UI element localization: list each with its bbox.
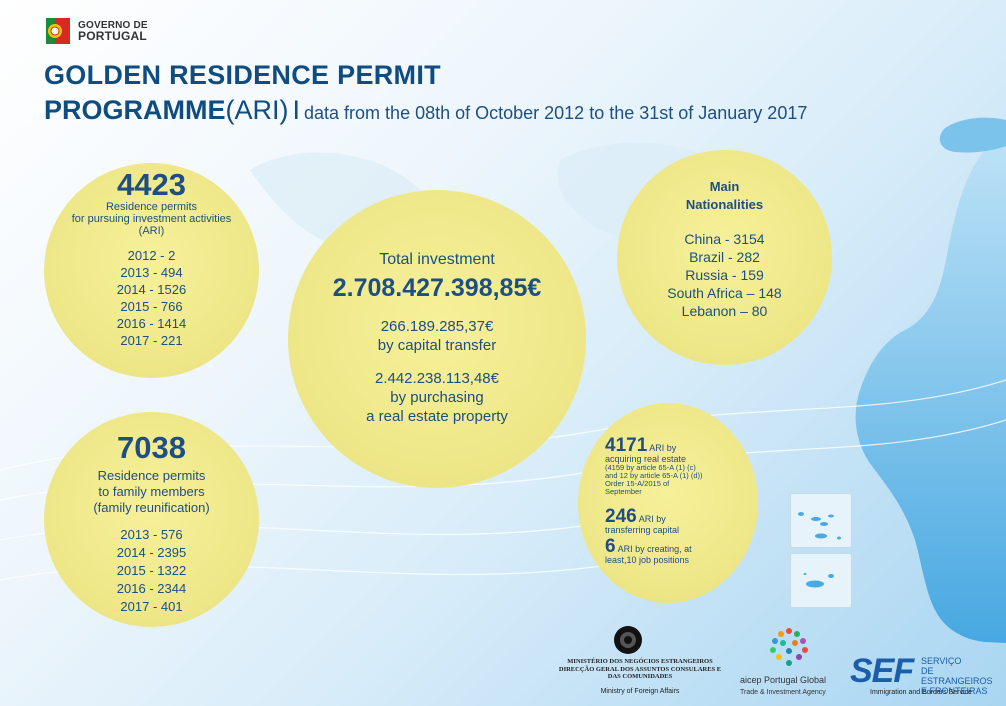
aicep-subtitle: Trade & Investment Agency: [740, 689, 826, 696]
mne-line-1: MINISTÉRIO DOS NEGÓCIOS ESTRANGEIROS: [567, 658, 713, 665]
family-permits-labels: Residence permits to family members (fam…: [44, 468, 259, 516]
list-item: Russia - 159: [685, 267, 764, 283]
realestate-label-1: by purchasing: [390, 389, 484, 406]
list-item: China - 3154: [684, 231, 765, 247]
capital-count: 246: [605, 506, 637, 527]
family-permits-label-1: Residence permits: [97, 468, 206, 483]
realestate-label-2: a real estate property: [366, 408, 508, 425]
sef-logo-text: SEF: [850, 652, 914, 690]
investment-permits-label-1: Residence permits: [105, 201, 198, 213]
government-logo: GOVERNO DE PORTUGAL: [44, 16, 148, 46]
list-item: Brazil - 282: [689, 249, 760, 265]
list-item: 2017 - 221: [120, 333, 183, 348]
mne-emblem-icon: [614, 626, 642, 654]
capital-block: 246 ARI by transferring capital: [605, 507, 740, 535]
nationalities-circle: Main Nationalities China - 3154 Brazil -…: [617, 150, 832, 365]
nationalities-title-2: Nationalities: [685, 197, 764, 212]
portugal-emblem-icon: [46, 18, 70, 44]
title-period: data from the 08th of October 2012 to th…: [304, 103, 808, 123]
investment-permits-years: 2012 - 2 2013 - 494 2014 - 1526 2015 - 7…: [44, 247, 259, 349]
nationalities-list: China - 3154 Brazil - 282 Russia - 159 S…: [617, 230, 832, 320]
sef-line-2: DE ESTRANGEIROS: [921, 666, 993, 686]
total-investment-label: Total investment: [379, 251, 495, 268]
breakdown-circle: 4171 ARI by acquiring real estate (4159 …: [578, 403, 758, 603]
capital-transfer-value: 266.189.285,37€: [380, 318, 494, 335]
jobs-suffix: ARI by creating, at: [617, 544, 692, 554]
realestate-note-1: (4159 by article 65-A (1) (c): [605, 463, 696, 472]
list-item: Lebanon – 80: [681, 303, 768, 319]
realestate-value: 2.442.238.113,48€: [374, 370, 499, 387]
capital-line-1: transferring capital: [605, 525, 680, 535]
total-investment-value: 2.708.427.398,85€: [332, 274, 542, 302]
realestate-line-1: acquiring real estate: [605, 454, 687, 464]
page-title-line-1: GOLDEN RESIDENCE PERMIT: [44, 60, 441, 90]
list-item: 2014 - 1526: [116, 282, 187, 297]
family-permits-circle: 7038 Residence permits to family members…: [44, 412, 259, 627]
azores-inset: [790, 493, 852, 548]
madeira-map-icon: [803, 573, 834, 588]
aicep-logo-icon: [770, 628, 808, 666]
family-permits-label-2: to family members: [98, 484, 205, 499]
nationalities-title: Main Nationalities: [617, 178, 832, 214]
sef-line-1: SERVIÇO: [921, 656, 962, 666]
aicep-name: aicep Portugal Global: [740, 675, 827, 685]
gov-line-1: GOVERNO DE: [78, 20, 148, 31]
title-programme: PROGRAMME: [44, 95, 226, 125]
jobs-block: 6 ARI by creating, at least,10 job posit…: [605, 537, 740, 565]
list-item: 2015 - 1322: [116, 563, 187, 578]
nationalities-title-1: Main: [709, 179, 740, 194]
list-item: 2013 - 576: [120, 527, 183, 542]
list-item: 2015 - 766: [120, 299, 183, 314]
mne-subtitle: Ministry of Foreign Affairs: [600, 688, 680, 695]
list-item: 2013 - 494: [120, 265, 183, 280]
list-item: 2017 - 401: [120, 599, 183, 614]
mne-logo-text: MINISTÉRIO DOS NEGÓCIOS ESTRANGEIROS DIR…: [540, 658, 740, 681]
mne-line-3: DAS COMUNIDADES: [607, 673, 673, 680]
capital-transfer-label: by capital transfer: [377, 337, 497, 354]
list-item: 2012 - 2: [127, 248, 176, 263]
capital-suffix: ARI by: [638, 514, 666, 524]
sef-logo: SEF: [850, 652, 914, 691]
list-item: 2014 - 2395: [116, 545, 187, 560]
title-separator: I: [292, 95, 301, 125]
realestate-note-4: September: [605, 487, 642, 496]
realestate-suffix: ARI by: [649, 443, 677, 453]
family-permits-count: 7038: [117, 430, 186, 465]
realestate-note-3: Order 15-A/2015 of: [605, 479, 670, 488]
azores-map-icon: [798, 512, 841, 540]
realestate-count: 4171: [605, 435, 648, 456]
gov-line-2: PORTUGAL: [78, 29, 147, 43]
family-permits-label-3: (family reunification): [93, 500, 210, 515]
list-item: South Africa – 148: [667, 285, 782, 301]
investment-permits-count: 4423: [117, 167, 186, 202]
investment-permits-label-2: for pursuing investment activities: [71, 213, 232, 225]
list-item: 2016 - 1414: [116, 316, 187, 331]
sef-line-3: E FRONTEIRAS: [921, 686, 988, 696]
realestate-note-2: and 12 by article 65-A (1) (d)): [605, 471, 703, 480]
total-investment-circle: Total investment 2.708.427.398,85€ 266.1…: [288, 190, 586, 488]
jobs-count: 6: [605, 536, 616, 557]
title-ari: (ARI): [225, 95, 289, 125]
sef-subtitle: Immigration and Borders Service: [870, 689, 972, 696]
list-item: 2016 - 2344: [116, 581, 187, 596]
sef-name: SERVIÇO DE ESTRANGEIROS E FRONTEIRAS: [921, 656, 1006, 696]
realestate-block: 4171 ARI by acquiring real estate (4159 …: [605, 436, 740, 496]
family-permits-years: 2013 - 576 2014 - 2395 2015 - 1322 2016 …: [44, 526, 259, 616]
madeira-inset: [790, 553, 852, 608]
investment-permits-circle: 4423 Residence permits for pursuing inve…: [44, 163, 259, 378]
jobs-line-1: least,10 job positions: [605, 555, 690, 565]
investment-permits-label-3: (ARI): [138, 225, 165, 237]
mne-line-2: DIRECÇÃO GERAL DOS ASSUNTOS CONSULARES E: [558, 665, 722, 673]
